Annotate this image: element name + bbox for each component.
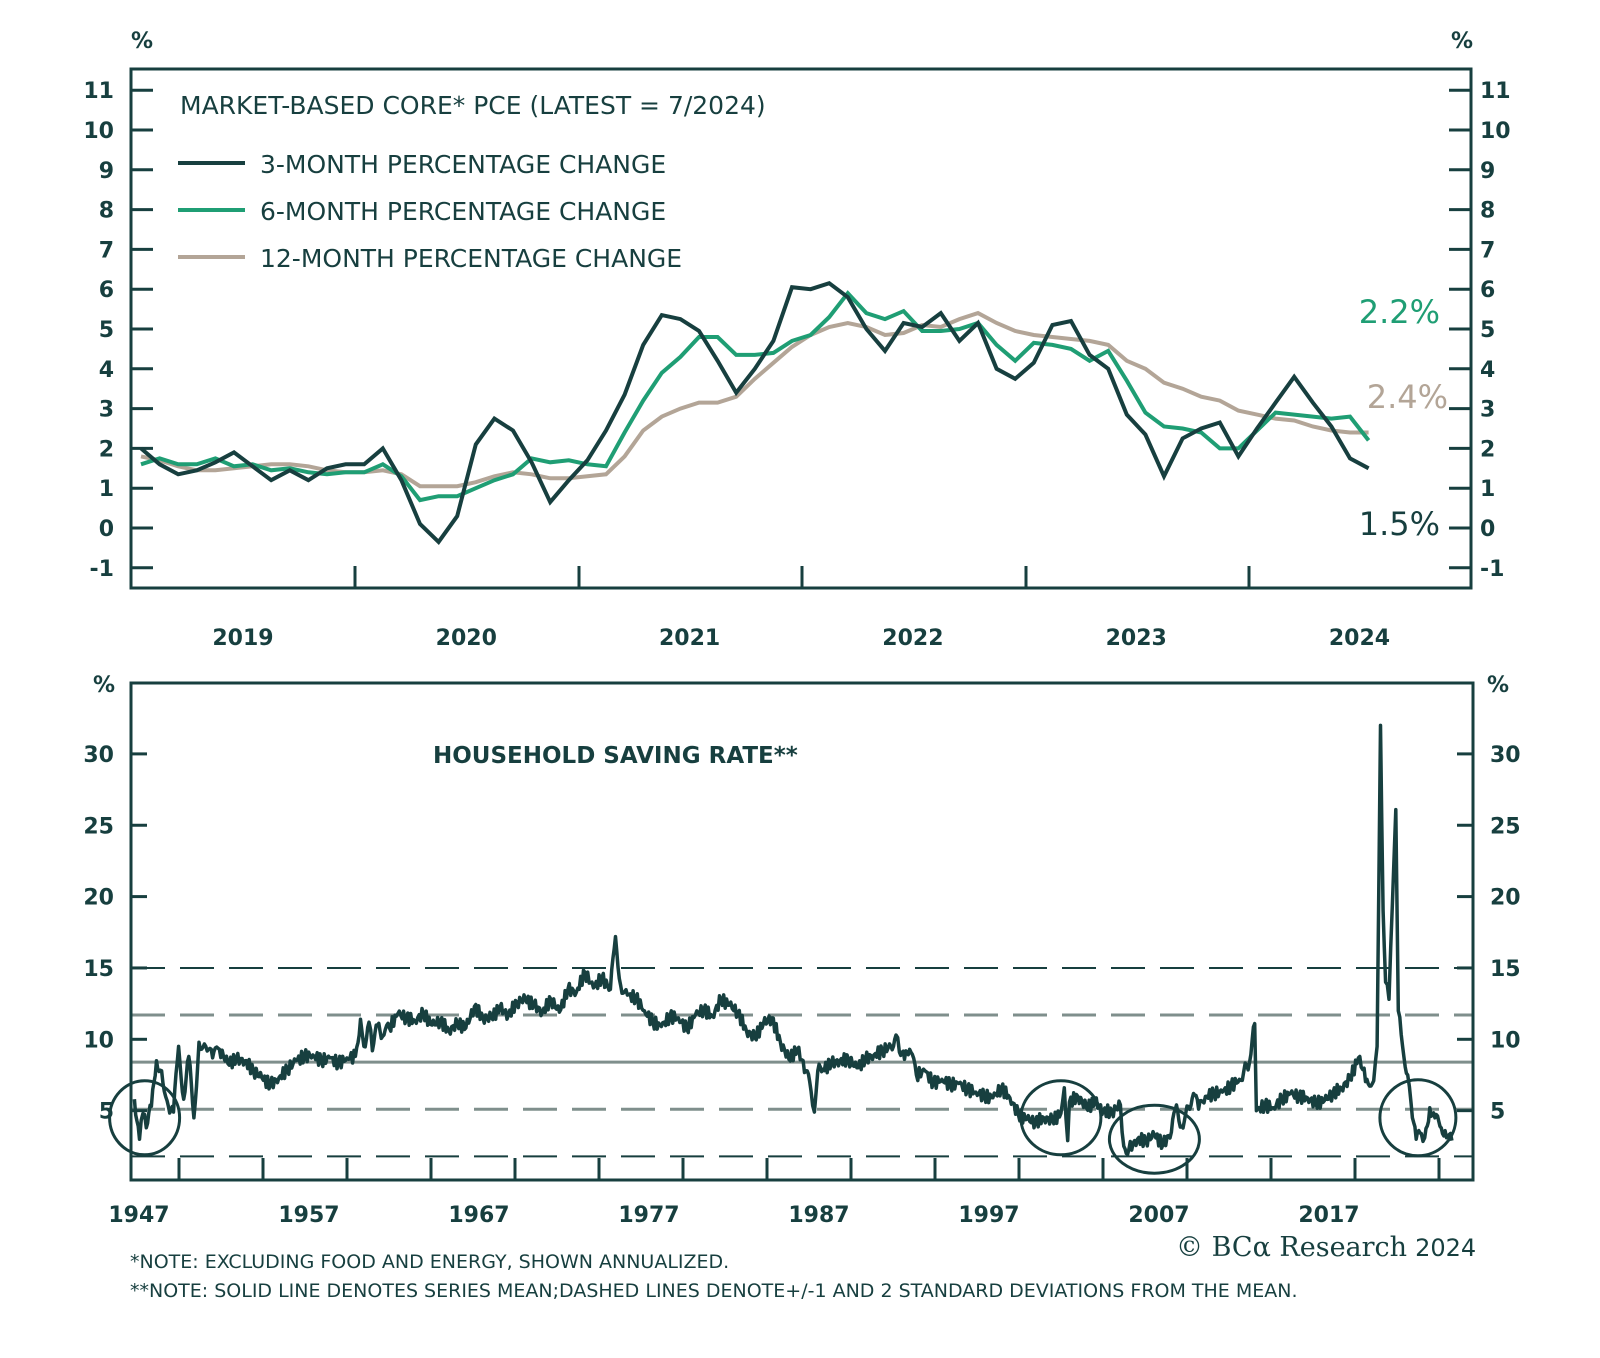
end-label-12m: 2.4% (1367, 378, 1448, 416)
brand-year: 2024 (1415, 1234, 1476, 1262)
bottom-right-tick-label: 30 (1490, 743, 1521, 768)
end-label-3m: 1.5% (1359, 505, 1440, 543)
top-left-tick-label: 5 (99, 318, 114, 343)
series-line-taupe (140, 310, 1369, 489)
highlight-circle (1107, 1103, 1201, 1175)
bottom-left-tick-label: 25 (83, 814, 114, 839)
top-left-tick-label: 9 (99, 159, 114, 184)
top-left-tick-label: -1 (90, 557, 114, 582)
top-left-tick-label: 4 (99, 358, 114, 383)
series-line-dark (139, 280, 1370, 545)
top-left-tick-label: 11 (83, 79, 114, 104)
series-line-green (140, 290, 1371, 503)
bottom-year-label: 1977 (618, 1203, 679, 1228)
bottom-year-label: 1997 (958, 1203, 1019, 1228)
top-right-tick-label: 6 (1480, 278, 1495, 303)
top-right-tick-label: 10 (1480, 119, 1511, 144)
saving-chart-title: HOUSEHOLD SAVING RATE** (433, 743, 798, 769)
bottom-x-axis: 1947 1957 1967 1977 1987 1997 2007 2017 (108, 1158, 1441, 1228)
bottom-right-tick-label: 25 (1490, 814, 1521, 839)
top-x-axis: 2019 2020 2021 2022 2023 2024 (212, 566, 1390, 651)
legend-label-6m: 6-MONTH PERCENTAGE CHANGE (260, 197, 666, 226)
bottom-series-group (132, 723, 1454, 1157)
saving-rate-line (132, 723, 1454, 1157)
top-left-tick-label: 1 (99, 477, 114, 502)
bottom-left-tick-label: 30 (83, 743, 114, 768)
top-right-tick-label: 0 (1480, 517, 1495, 542)
top-chart-frame (129, 67, 1473, 590)
bottom-year-label: 1957 (278, 1203, 339, 1228)
top-left-unit-label: % (131, 29, 153, 54)
top-year-label: 2022 (882, 626, 943, 651)
bottom-year-label: 1987 (788, 1203, 849, 1228)
top-year-label: 2019 (212, 626, 273, 651)
bottom-right-unit-label: % (1487, 673, 1509, 698)
legend: 3-MONTH PERCENTAGE CHANGE 6-MONTH PERCEN… (178, 150, 682, 273)
end-label-6m: 2.2% (1359, 293, 1440, 331)
top-year-label: 2024 (1329, 626, 1390, 651)
brand-name: © BCα Research (1176, 1232, 1407, 1263)
highlight-circle (1378, 1078, 1458, 1158)
highlight-circle (108, 1079, 182, 1157)
brand-copyright: © BCα Research 2024 (1176, 1232, 1476, 1263)
highlight-circle (1019, 1079, 1103, 1157)
bottom-chart-frame (129, 681, 1475, 1182)
top-right-tick-label: 1 (1480, 477, 1495, 502)
legend-label-3m: 3-MONTH PERCENTAGE CHANGE (260, 150, 666, 179)
legend-label-12m: 12-MONTH PERCENTAGE CHANGE (260, 244, 682, 273)
top-left-tick-label: 10 (83, 119, 114, 144)
top-left-tick-label: 8 (99, 199, 114, 224)
top-right-tick-label: 9 (1480, 159, 1495, 184)
bottom-year-label: 2007 (1128, 1203, 1189, 1228)
top-right-tick-label: 2 (1480, 437, 1495, 462)
bottom-right-tick-label: 20 (1490, 886, 1521, 911)
top-right-tick-label: 11 (1480, 79, 1511, 104)
top-right-tick-label: 4 (1480, 358, 1495, 383)
footnote-1: *NOTE: EXCLUDING FOOD AND ENERGY, SHOWN … (130, 1251, 729, 1273)
top-year-label: 2020 (436, 626, 497, 651)
top-right-unit-label: % (1451, 29, 1473, 54)
top-left-tick-label: 6 (99, 278, 114, 303)
top-left-tick-label: 2 (99, 437, 114, 462)
top-right-tick-label: 7 (1480, 238, 1495, 263)
bottom-year-label: 1947 (108, 1203, 169, 1228)
footnote-2: **NOTE: SOLID LINE DENOTES SERIES MEAN;D… (130, 1280, 1298, 1302)
top-right-tick-label: 8 (1480, 199, 1495, 224)
bottom-right-tick-label: 15 (1490, 957, 1521, 982)
top-right-tick-label: -1 (1480, 557, 1504, 582)
top-left-tick-label: 7 (99, 238, 114, 263)
top-series-group (139, 280, 1371, 545)
top-right-tick-label: 5 (1480, 318, 1495, 343)
highlight-circles (108, 1078, 1458, 1175)
bottom-right-tick-label: 10 (1490, 1028, 1521, 1053)
bottom-year-label: 2017 (1298, 1203, 1359, 1228)
bottom-left-tick-label: 15 (83, 957, 114, 982)
bottom-right-tick-label: 5 (1490, 1100, 1505, 1125)
bottom-year-label: 1967 (448, 1203, 509, 1228)
bottom-left-tick-label: 20 (83, 886, 114, 911)
bottom-left-tick-label: 10 (83, 1028, 114, 1053)
top-right-tick-label: 3 (1480, 398, 1495, 423)
top-left-tick-label: 3 (99, 398, 114, 423)
top-left-tick-label: 0 (99, 517, 114, 542)
pce-chart-title: MARKET-BASED CORE* PCE (LATEST = 7/2024) (180, 91, 766, 120)
top-year-label: 2021 (659, 626, 720, 651)
bottom-left-unit-label: % (93, 673, 115, 698)
top-year-label: 2023 (1106, 626, 1167, 651)
